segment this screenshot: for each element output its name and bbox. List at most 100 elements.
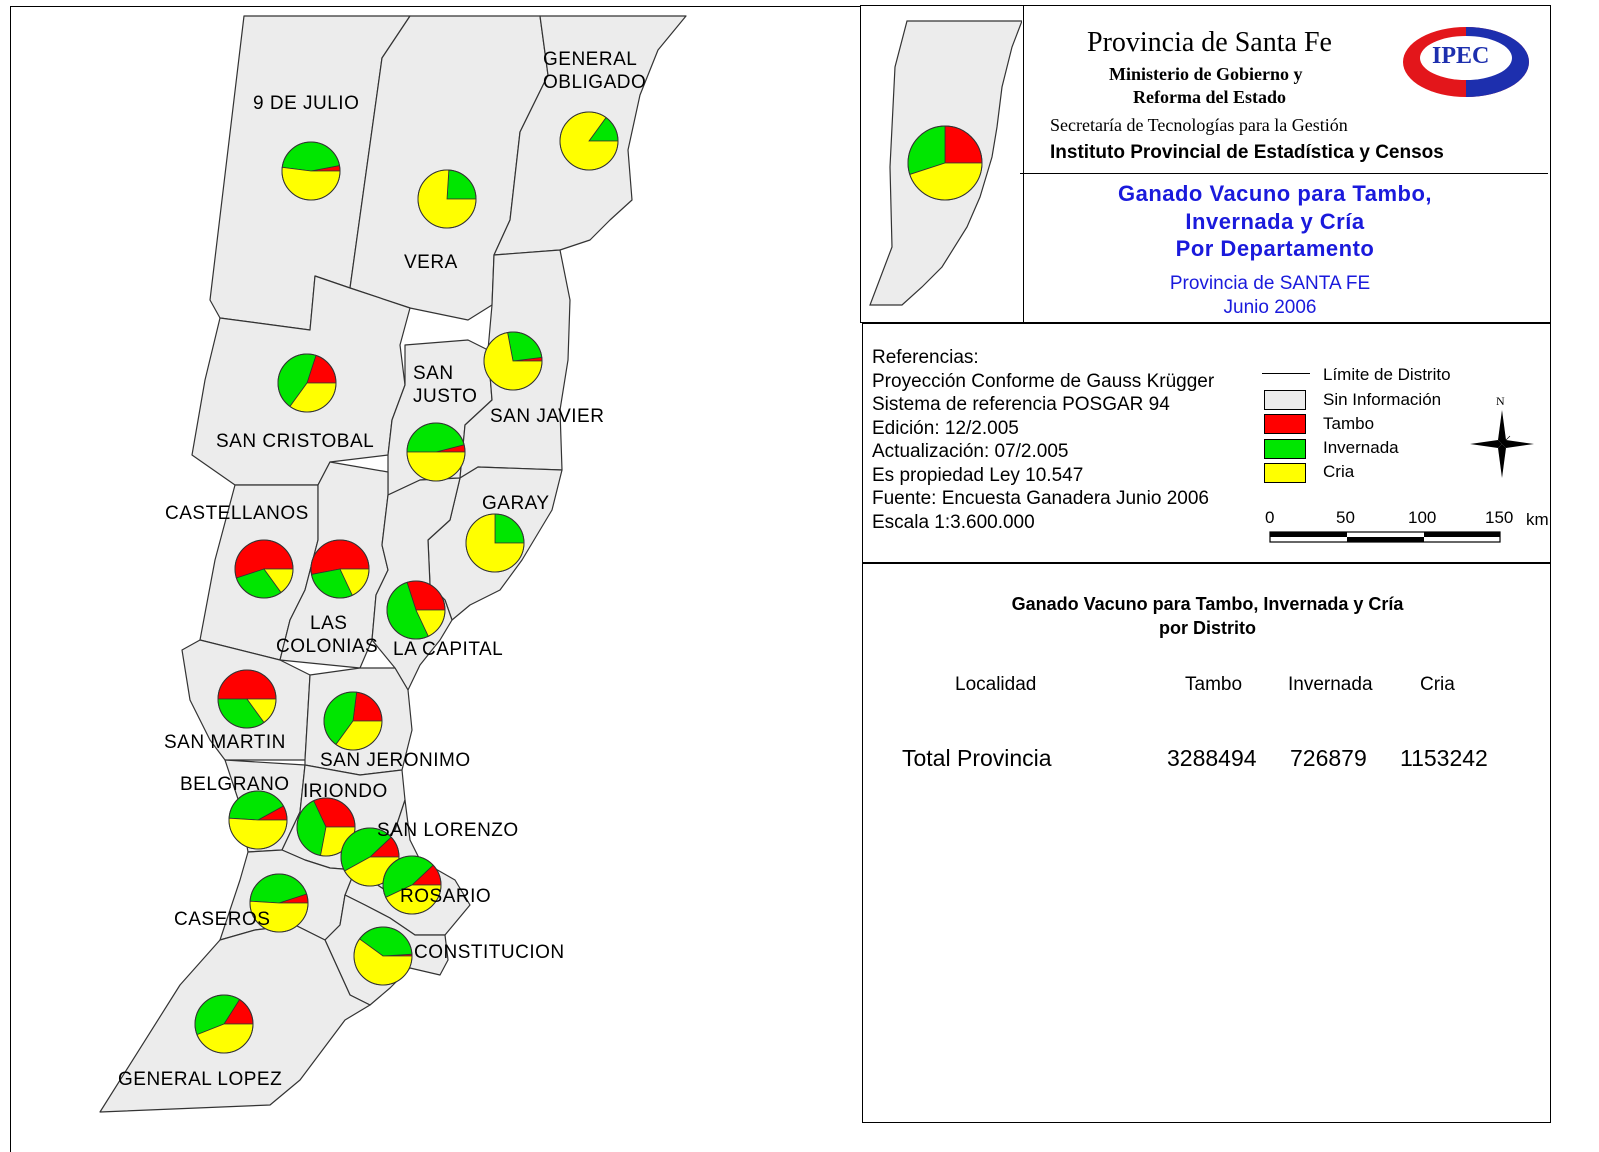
ministry-line-1: Ministerio de Gobierno y [1109,64,1303,84]
ministry-line-2: Reforma del Estado [1133,87,1286,107]
province-pie [907,125,983,201]
legend-line-swatch [1262,373,1310,374]
pie-9-de-julio[interactable] [281,141,341,201]
pie-vera[interactable] [417,169,477,229]
label-san-martin: SAN MARTIN [164,732,286,753]
pie-constitucion[interactable] [353,926,413,986]
reference-line: Fuente: Encuesta Ganadera Junio 2006 [872,488,1209,509]
label-la-capital: LA CAPITAL [393,639,503,660]
reference-line: Actualización: 07/2.005 [872,441,1069,462]
pie-san-martin[interactable] [217,669,277,729]
col-header-tambo: Tambo [1185,674,1243,695]
scale-tick-0: 0 [1265,508,1275,527]
label-general-obligado-1: GENERAL [543,49,637,70]
svg-text:N: N [1496,394,1505,408]
table-row-cria: 1153242 [1400,745,1488,771]
pie-outline-vera [417,169,477,229]
pie-outline-san-jeronimo [323,691,383,751]
map-title-2: Invernada y Cría [1185,209,1365,234]
inset-divider [1023,5,1024,323]
map-title-1: Ganado Vacuno para Tambo, [1117,181,1433,206]
table-row-localidad: Total Provincia [902,745,1052,771]
label-san-javier: SAN JAVIER [490,406,604,427]
pie-outline-castellanos [234,539,294,599]
label-las-colonias-2: COLONIAS [276,636,378,657]
pie-outline-san-justo [406,422,466,482]
table-title-2: por Distrito [1159,618,1256,638]
label-general-lopez: GENERAL LOPEZ [118,1069,282,1090]
table-row-invernada: 726879 [1290,745,1367,771]
pie-caseros[interactable] [249,873,309,933]
legend-swatch-tambo [1264,414,1306,434]
map-title-3: Por Departamento [1175,236,1375,261]
label-vera: VERA [404,252,458,273]
pie-garay[interactable] [465,513,525,573]
pie-outline-general-obligado [559,111,619,171]
department-pies [194,111,619,1054]
pie-outline-la-capital [386,580,446,640]
legend-label-invernada: Invernada [1323,438,1399,457]
label-belgrano: BELGRANO [180,774,290,795]
reference-line: Proyección Conforme de Gauss Krügger [872,371,1215,392]
pie-outline-san-lorenzo [340,827,400,887]
pie-belgrano[interactable] [228,790,288,850]
pie-san-justo[interactable] [406,422,466,482]
pie-las-colonias[interactable] [310,539,370,599]
north-arrow-icon: N [1470,394,1534,478]
label-rosario: ROSARIO [400,886,491,907]
legend-label-tambo: Tambo [1323,414,1375,433]
references-panel [862,323,1551,563]
table-row-tambo: 3288494 [1167,745,1257,771]
label-garay: GARAY [482,493,550,514]
pie-outline-garay [465,513,525,573]
reference-line: Es propiedad Ley 10.547 [872,465,1084,486]
label-san-cristobal: SAN CRISTOBAL [216,431,374,452]
pie-outline-las-colonias [310,539,370,599]
pie-outline-san-cristobal [277,353,337,413]
inset-map [869,20,1022,306]
references-heading: Referencias: [872,347,979,368]
map-region: Provincia de SANTA FE [1169,273,1371,294]
scale-tick-150: 150 [1485,508,1514,527]
table-title-1: Ganado Vacuno para Tambo, Invernada y Cr… [1011,594,1404,614]
label-san-jeronimo: SAN JERONIMO [320,750,471,771]
reference-line: Escala 1:3.600.000 [872,512,1035,533]
map-date: Junio 2006 [1223,297,1317,318]
scale-bar [1269,531,1501,543]
legend-label-limite: Límite de Distrito [1323,365,1451,384]
pie-san-javier[interactable] [483,331,543,391]
label-san-lorenzo: SAN LORENZO [377,820,519,841]
pie-outline-general-lopez [194,994,254,1054]
pie-outline-belgrano [228,790,288,850]
pie-outline-san-martin [217,669,277,729]
pie-san-jeronimo[interactable] [323,691,383,751]
header-rule [1020,173,1548,174]
pie-castellanos[interactable] [234,539,294,599]
reference-line: Edición: 12/2.005 [872,418,1019,439]
province-map: 9 DE JULIO GENERAL OBLIGADO VERA SAN CRI… [99,15,687,1113]
secretariat: Secretaría de Tecnologías para la Gestió… [1050,115,1348,135]
pie-rosario[interactable] [382,855,442,915]
label-las-colonias-1: LAS [310,613,347,634]
legend-label-cria: Cria [1323,462,1355,481]
label-constitucion: CONSTITUCION [414,942,565,963]
label-9-de-julio: 9 DE JULIO [253,93,359,114]
pie-general-obligado[interactable] [559,111,619,171]
pie-san-cristobal[interactable] [277,353,337,413]
label-castellanos: CASTELLANOS [165,503,309,524]
legend-swatch-invernada [1264,439,1306,459]
pie-outline-constitucion [353,926,413,986]
pie-outline-rosario [382,855,442,915]
pie-iriondo[interactable] [296,797,356,857]
org-title: Provincia de Santa Fe [1087,27,1332,58]
label-general-obligado-2: OBLIGADO [543,72,646,93]
label-san-justo-2: JUSTO [413,386,477,407]
scale-tick-50: 50 [1336,508,1355,527]
pie-la-capital[interactable] [386,580,446,640]
scale-unit: km [1526,510,1549,529]
pie-general-lopez[interactable] [194,994,254,1054]
label-iriondo: IRIONDO [303,781,388,802]
label-caseros: CASEROS [174,909,270,930]
legend-label-sin-info: Sin Información [1323,390,1442,409]
label-san-justo-1: SAN [413,363,454,384]
